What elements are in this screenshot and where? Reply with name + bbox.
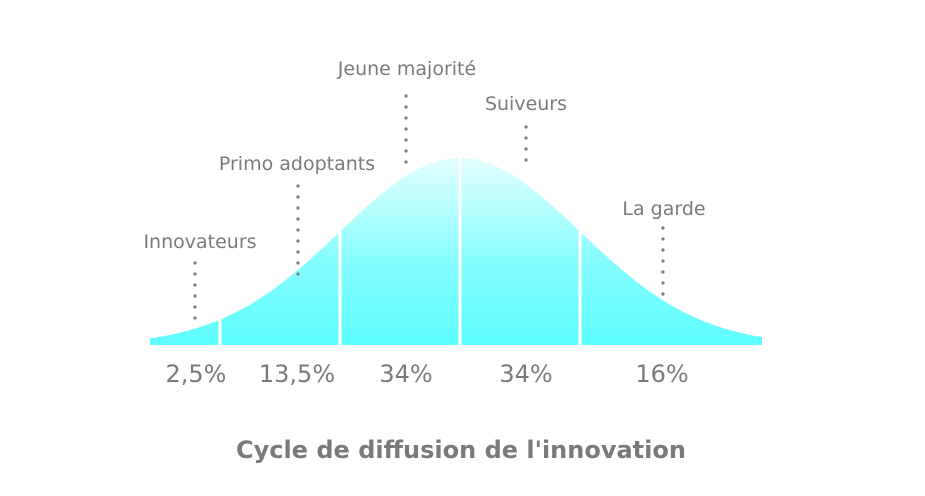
- segment-label-suiveurs: Suiveurs: [485, 93, 567, 115]
- percent-label-suiveurs: 34%: [499, 360, 552, 388]
- segment-dividers: [218, 155, 582, 346]
- percent-label-la-garde: 16%: [635, 360, 688, 388]
- percent-label-jeune-majorite: 34%: [379, 360, 432, 388]
- segment-labels: Innovateurs Primo adoptants Jeune majori…: [143, 58, 705, 253]
- percent-label-primo-adoptants: 13,5%: [259, 360, 335, 388]
- bell-curve: [150, 158, 762, 345]
- segment-label-primo-adoptants: Primo adoptants: [219, 153, 375, 175]
- percent-label-innovateurs: 2,5%: [166, 360, 227, 388]
- segment-label-innovateurs: Innovateurs: [143, 231, 256, 253]
- segment-label-jeune-majorite: Jeune majorité: [337, 58, 476, 80]
- diagram-title: Cycle de diffusion de l'innovation: [236, 436, 686, 464]
- segment-label-la-garde: La garde: [622, 198, 705, 220]
- percent-labels: 2,5% 13,5% 34% 34% 16%: [166, 360, 689, 388]
- leader-lines: [193, 94, 665, 322]
